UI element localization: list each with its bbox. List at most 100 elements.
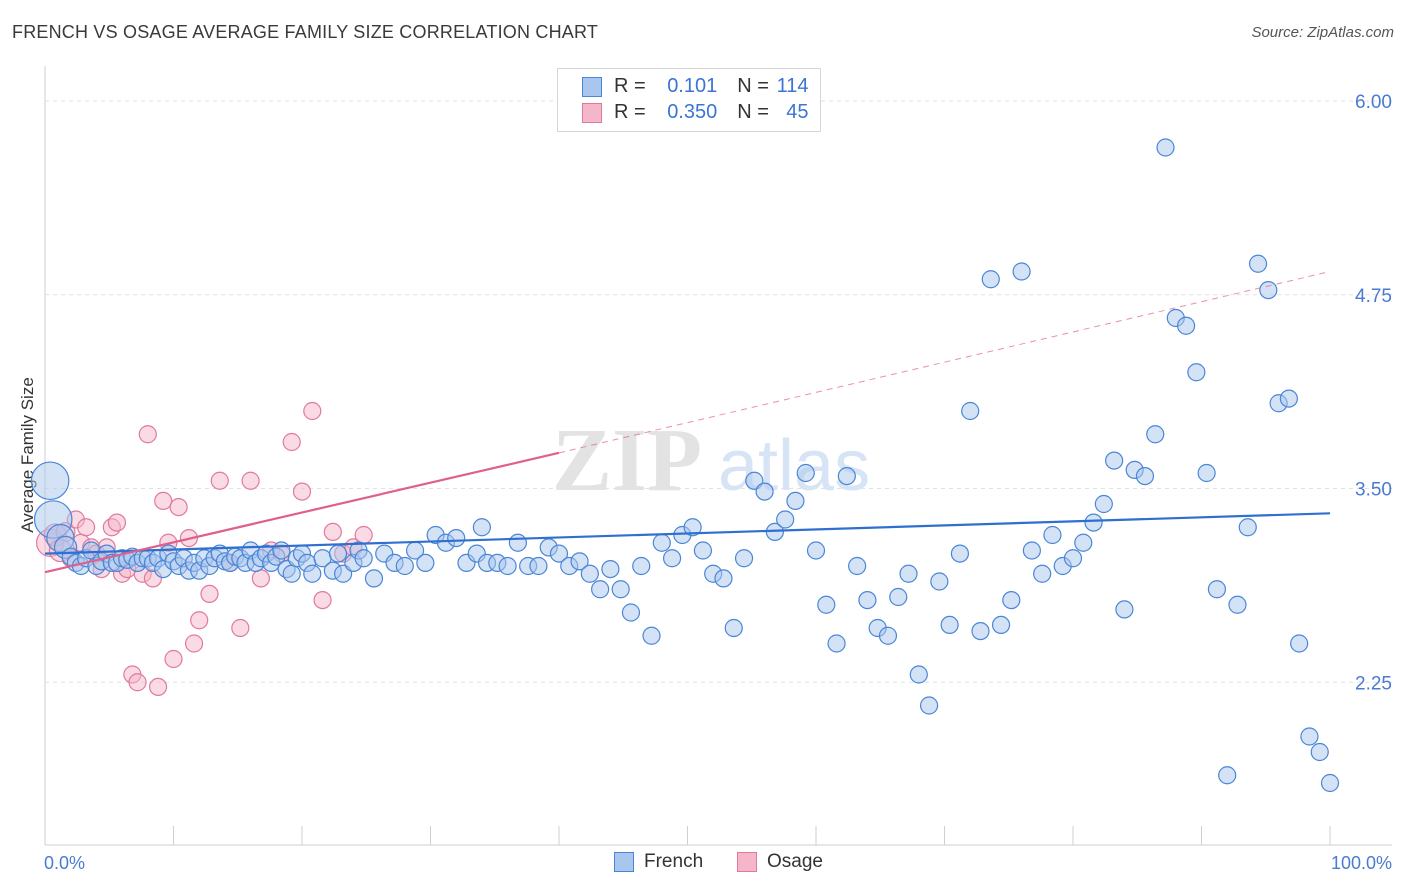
french-point <box>1063 549 1083 568</box>
french-point <box>899 564 918 583</box>
legend-n-value-french: 114 <box>776 75 809 97</box>
svg-text:ZIP: ZIP <box>552 411 702 510</box>
osage-trend-extension <box>558 271 1331 454</box>
osage-point <box>354 525 373 545</box>
osage-point <box>200 584 219 604</box>
french-point <box>971 621 990 641</box>
french-point <box>364 569 384 588</box>
legend-label-french: French <box>644 851 704 872</box>
trend-lines <box>44 271 1331 574</box>
french-point <box>1300 727 1319 746</box>
french-point <box>549 544 569 563</box>
osage-point <box>138 425 157 444</box>
y-tick-label: 2.25 <box>1355 673 1392 694</box>
osage-point <box>148 677 168 697</box>
french-point <box>1156 138 1175 157</box>
osage-point <box>303 401 322 421</box>
legend-item-french[interactable]: French <box>614 851 703 873</box>
gridlines <box>45 100 1392 683</box>
french-point <box>272 541 291 560</box>
osage-point <box>184 634 204 653</box>
french-point <box>1135 467 1155 486</box>
french-point <box>724 618 743 638</box>
osage-point <box>282 432 301 452</box>
french-point <box>940 615 959 635</box>
french-point <box>1279 389 1298 408</box>
french-point <box>930 572 949 591</box>
osage-trend-line <box>44 451 560 574</box>
french-point <box>1310 742 1329 762</box>
stats-legend: R = 0.101 N = 114 R = 0.350 N = 45 <box>557 68 821 132</box>
osage-point <box>169 498 188 517</box>
french-point <box>642 626 661 645</box>
osage-point <box>107 513 127 532</box>
french-point <box>1207 580 1227 599</box>
french-swatch <box>582 76 602 97</box>
watermark: ZIP atlas <box>552 411 870 510</box>
french-point <box>1259 281 1278 300</box>
french-point <box>508 533 527 552</box>
legend-item-osage[interactable]: Osage <box>737 851 823 873</box>
series-legend: French Osage <box>0 851 1406 879</box>
french-point <box>858 590 877 610</box>
french-point <box>498 556 517 576</box>
osage-point <box>210 471 229 490</box>
osage-point <box>251 569 270 588</box>
french-point <box>1176 316 1196 335</box>
y-tick-label: 4.75 <box>1355 286 1392 307</box>
osage-point <box>190 611 209 630</box>
osage-point <box>77 518 96 537</box>
french-point <box>570 552 589 571</box>
french-point <box>878 626 898 645</box>
french-point <box>1197 463 1216 483</box>
osage-swatch <box>737 851 757 872</box>
french-point <box>1320 773 1340 793</box>
french-point <box>961 401 980 421</box>
french-point <box>837 467 856 486</box>
french-point <box>817 595 836 614</box>
osage-point <box>313 590 332 610</box>
french-point <box>1033 564 1052 583</box>
french-point <box>1105 451 1124 470</box>
french-point <box>991 615 1011 635</box>
chart-title: FRENCH VS OSAGE AVERAGE FAMILY SIZE CORR… <box>12 22 599 42</box>
french-point <box>889 587 908 607</box>
french-point <box>472 518 491 537</box>
french-point <box>1094 494 1113 514</box>
french-trend-line <box>44 512 1331 555</box>
osage-point <box>292 482 312 501</box>
french-point <box>632 556 651 576</box>
french-point <box>796 463 815 483</box>
french-point <box>827 634 846 653</box>
x-tick-label: 0.0% <box>44 853 85 873</box>
french-point <box>683 518 702 537</box>
french-point <box>806 541 826 560</box>
french-point <box>1290 634 1309 653</box>
legend-r-label: R = <box>614 75 646 97</box>
legend-row-french: R = 0.101 N = 114 <box>582 75 809 101</box>
french-point <box>776 510 795 529</box>
french-point <box>1187 363 1206 382</box>
french-point <box>1228 595 1247 614</box>
french-point <box>1074 533 1093 552</box>
french-point <box>1218 766 1237 785</box>
french-point <box>416 553 435 573</box>
french-point <box>1002 590 1021 610</box>
y-tick-label: 3.50 <box>1355 480 1392 501</box>
french-point <box>755 482 774 501</box>
french-point <box>591 580 610 599</box>
french-point <box>848 556 867 576</box>
osage-point <box>154 491 173 510</box>
legend-label-osage: Osage <box>767 851 823 872</box>
french-point <box>529 556 548 576</box>
legend-row-osage: R = 0.350 N = 45 <box>582 101 809 127</box>
osage-point <box>323 522 342 542</box>
french-point <box>1115 600 1134 619</box>
french-point <box>652 533 671 552</box>
legend-r-value-french: 0.101 <box>667 75 718 97</box>
french-point <box>909 665 928 684</box>
legend-n-value-osage: 45 <box>786 101 809 123</box>
french-point <box>30 461 70 501</box>
legend-r-label: R = <box>614 101 646 123</box>
x-tick-labels: 0.0% 100.0% <box>44 853 1392 873</box>
